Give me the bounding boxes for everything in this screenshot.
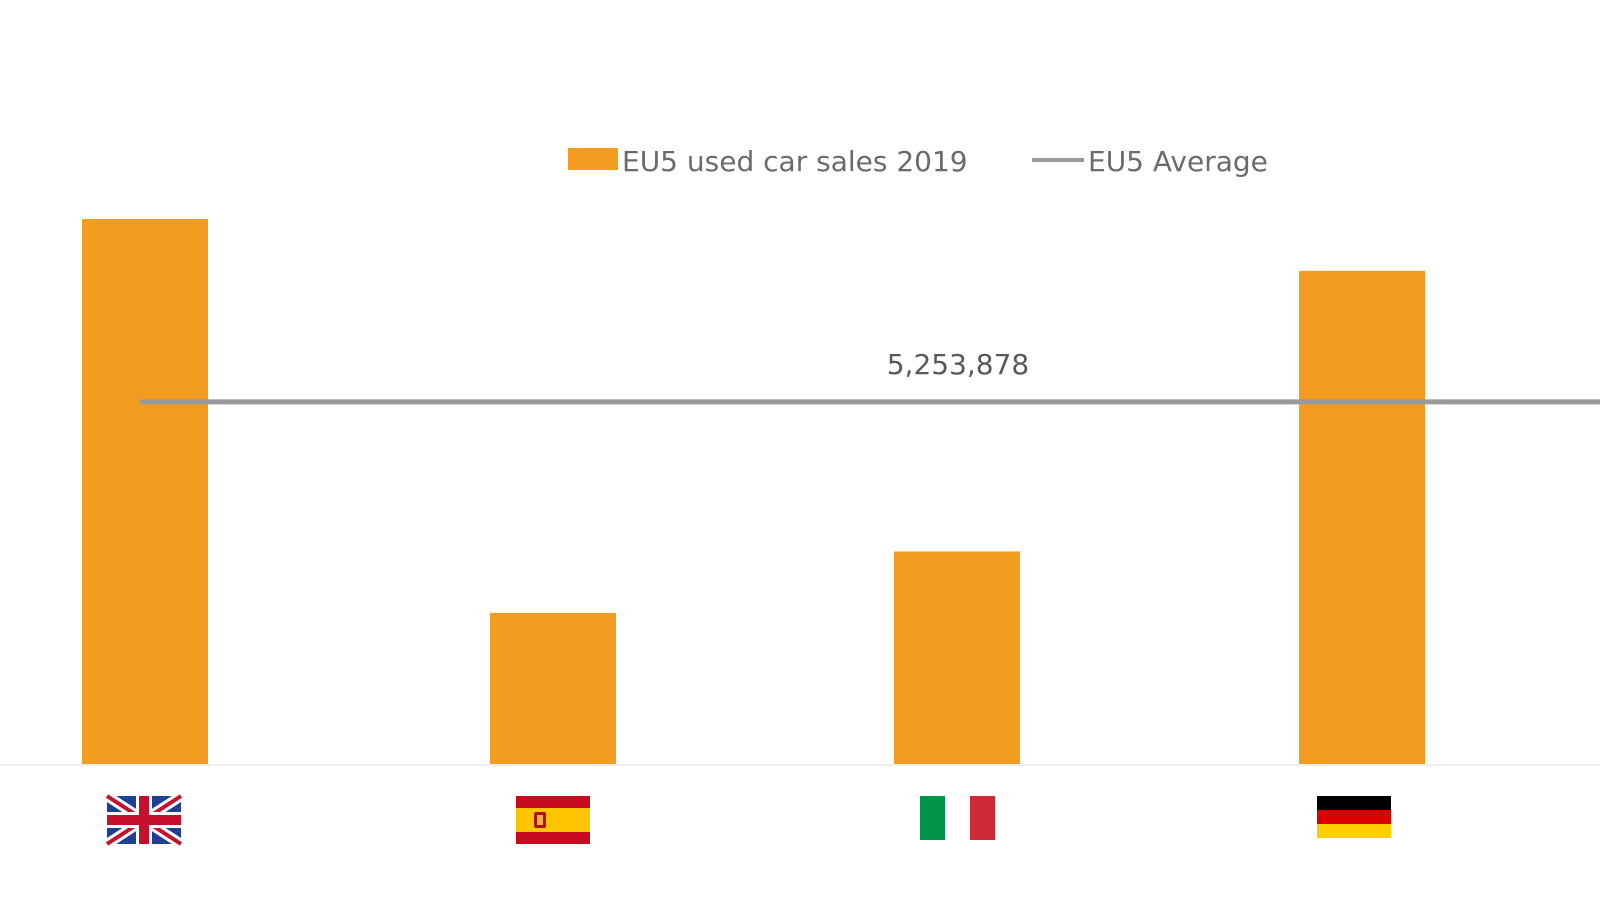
bar-italy <box>894 551 1020 765</box>
average-data-label: 5,253,878 <box>887 348 1030 381</box>
bar-germany <box>1299 270 1425 765</box>
bar-spain <box>490 612 616 765</box>
bar-uk <box>82 219 208 765</box>
legend-label-average: EU5 Average <box>1088 145 1268 178</box>
germany-flag-icon <box>1317 796 1391 838</box>
spain-flag-icon <box>516 796 590 844</box>
uk-flag-icon <box>104 791 184 849</box>
legend-label-sales: EU5 used car sales 2019 <box>622 145 968 178</box>
bars <box>82 219 1425 765</box>
legend-swatch-sales <box>568 148 618 170</box>
italy-flag-icon <box>920 796 995 840</box>
legend: EU5 used car sales 2019 EU5 Average <box>568 145 1268 178</box>
